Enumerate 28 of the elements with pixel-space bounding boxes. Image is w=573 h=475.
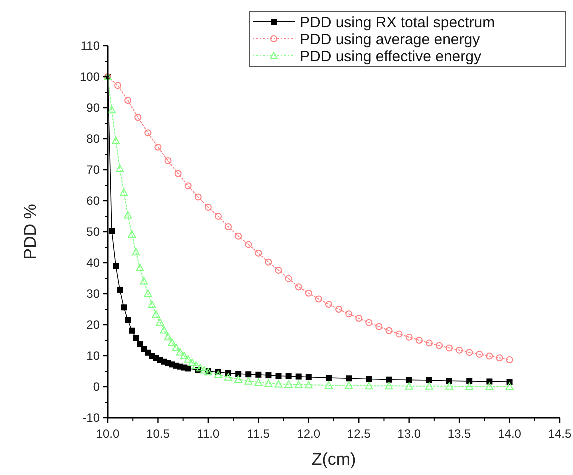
- legend-label: PDD using RX total spectrum: [300, 14, 496, 32]
- y-tick-label: 30: [86, 287, 100, 302]
- y-tick-label: 20: [86, 318, 100, 332]
- y-tick-label: 60: [86, 194, 100, 208]
- y-tick-label: 80: [86, 132, 100, 146]
- legend-label: PDD using effective energy: [300, 48, 482, 66]
- x-axis-title: Z(cm): [312, 450, 356, 469]
- y-axis-title: PDD %: [21, 204, 40, 260]
- y-tick-label: 50: [86, 225, 100, 240]
- y-tick-label: 10: [86, 349, 100, 364]
- y-tick-label: 90: [86, 101, 100, 116]
- x-tick-label: 14.5: [548, 427, 572, 441]
- x-tick-label: 10.5: [146, 427, 170, 441]
- y-tick-label: 100: [80, 70, 100, 84]
- x-tick-label: 11.0: [197, 427, 220, 441]
- y-tick-label: 0: [93, 380, 100, 394]
- x-tick-label: 14.0: [498, 427, 522, 441]
- y-tick-label: 70: [86, 163, 100, 178]
- x-tick-label: 12.5: [347, 427, 372, 441]
- x-tick-label: 11.5: [247, 427, 270, 441]
- x-tick-label: 13.0: [398, 427, 422, 441]
- x-tick-label: 12.0: [297, 427, 321, 441]
- y-tick-label: 110: [80, 39, 100, 54]
- legend-label: PDD using average energy: [300, 31, 481, 48]
- y-tick-label: -10: [82, 411, 100, 426]
- x-tick-label: 10.0: [96, 427, 120, 441]
- y-tick-label: 40: [86, 256, 100, 270]
- x-tick-label: 13.5: [448, 427, 472, 441]
